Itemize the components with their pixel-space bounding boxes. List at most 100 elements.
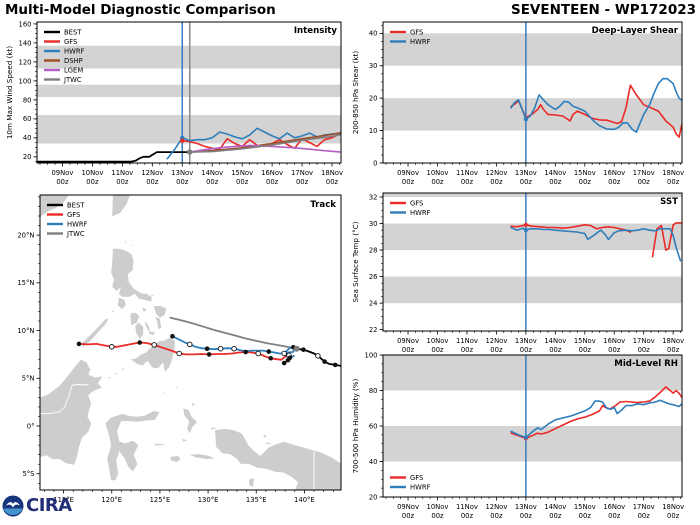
svg-text:28: 28 [369, 246, 378, 254]
intensity-dshp-line [188, 131, 341, 153]
track-marker-filled [204, 346, 210, 352]
track-start-marker [293, 345, 300, 352]
track-marker-filled [137, 340, 142, 345]
svg-text:18Nov: 18Nov [662, 169, 684, 177]
rh-marker [523, 435, 528, 440]
intensity-marker [186, 149, 193, 155]
track-marker-open [281, 350, 287, 357]
svg-text:11Nov: 11Nov [456, 337, 478, 345]
sst-panel: 22242628303209Nov00z10Nov00z11Nov00z12No… [351, 192, 684, 354]
svg-text:16Nov: 16Nov [603, 169, 625, 177]
svg-text:20: 20 [23, 153, 32, 161]
svg-text:JTWC: JTWC [66, 230, 85, 238]
svg-text:00z: 00z [579, 512, 592, 520]
svg-text:12Nov: 12Nov [485, 503, 507, 511]
svg-text:12Nov: 12Nov [485, 169, 507, 177]
svg-text:14Nov: 14Nov [201, 169, 223, 177]
svg-text:15Nov: 15Nov [231, 169, 253, 177]
svg-text:5°N: 5°N [22, 375, 35, 383]
svg-text:00z: 00z [638, 512, 651, 520]
svg-text:15°N: 15°N [17, 279, 34, 287]
svg-text:15Nov: 15Nov [574, 503, 596, 511]
track-marker-open [255, 350, 261, 357]
svg-text:BEST: BEST [64, 28, 82, 36]
svg-text:24: 24 [369, 300, 378, 308]
svg-text:16Nov: 16Nov [261, 169, 283, 177]
shear-marker [523, 117, 529, 122]
shear-legend: GFS HWRF [390, 28, 431, 46]
cira-logo: CIRA [2, 495, 72, 517]
svg-text:20°N: 20°N [17, 231, 34, 239]
svg-text:00z: 00z [461, 178, 474, 186]
shear-gfs-line [510, 84, 682, 138]
svg-text:120°E: 120°E [101, 496, 122, 504]
map-land [104, 410, 161, 481]
svg-text:5°S: 5°S [22, 470, 34, 478]
track-marker-open [109, 344, 115, 350]
svg-text:00z: 00z [146, 178, 159, 186]
map-grid-cell [315, 476, 340, 489]
track-marker-filled [76, 341, 82, 347]
intensity-ylabel: 10m Max Wind Speed (kt) [5, 46, 14, 140]
svg-text:00z: 00z [266, 178, 279, 186]
map-land [110, 248, 153, 303]
cira-wordmark: CIRA [26, 495, 72, 516]
svg-text:00z: 00z [490, 178, 503, 186]
svg-text:100: 100 [19, 77, 32, 85]
sst-gfs-line [651, 222, 682, 258]
svg-text:14Nov: 14Nov [544, 503, 566, 511]
svg-text:00z: 00z [608, 346, 621, 354]
svg-text:40: 40 [369, 30, 378, 38]
intensity-panel: 2040608010012014016009Nov00z10Nov00z11No… [5, 20, 343, 186]
rh-hwrf-line [510, 399, 682, 439]
svg-text:12Nov: 12Nov [141, 169, 163, 177]
svg-text:BEST: BEST [67, 201, 85, 209]
track-marker-filled [206, 352, 212, 357]
svg-text:160: 160 [19, 20, 32, 28]
svg-text:00z: 00z [236, 178, 249, 186]
svg-text:18Nov: 18Nov [662, 337, 684, 345]
svg-text:00z: 00z [402, 512, 415, 520]
svg-text:00z: 00z [638, 346, 651, 354]
svg-text:00z: 00z [608, 512, 621, 520]
shear-panel: 01020304009Nov00z10Nov00z11Nov00z12Nov00… [351, 21, 684, 186]
svg-text:00z: 00z [402, 346, 415, 354]
map-land [214, 428, 341, 490]
sst-band [383, 223, 682, 251]
svg-text:00z: 00z [520, 512, 533, 520]
intensity-frame [36, 21, 342, 164]
svg-text:HWRF: HWRF [67, 220, 88, 228]
map-land [248, 477, 255, 488]
track-marker-filled [281, 360, 287, 366]
svg-text:18Nov: 18Nov [321, 169, 343, 177]
svg-text:18Nov: 18Nov [662, 503, 684, 511]
svg-text:00z: 00z [402, 178, 415, 186]
svg-text:10Nov: 10Nov [81, 169, 103, 177]
svg-text:13Nov: 13Nov [515, 337, 537, 345]
sst-legend: GFS HWRF [390, 199, 431, 217]
sst-frame [382, 192, 683, 332]
svg-text:15Nov: 15Nov [574, 169, 596, 177]
svg-text:JTWC: JTWC [63, 76, 82, 84]
svg-text:DSHP: DSHP [64, 57, 83, 65]
svg-text:00z: 00z [638, 178, 651, 186]
svg-text:30: 30 [369, 62, 378, 70]
map-land [123, 240, 128, 245]
svg-text:HWRF: HWRF [410, 38, 431, 46]
map-land [153, 315, 163, 331]
svg-text:00z: 00z [490, 346, 503, 354]
track-marker-filled [268, 355, 273, 361]
svg-text:09Nov: 09Nov [397, 503, 419, 511]
track-marker-filled [243, 349, 248, 355]
map-land [191, 401, 197, 407]
svg-text:10: 10 [369, 127, 378, 135]
svg-text:16Nov: 16Nov [603, 337, 625, 345]
svg-text:00z: 00z [431, 178, 444, 186]
svg-text:GFS: GFS [67, 211, 80, 219]
sst-gfs-line [510, 224, 632, 233]
map-land [170, 455, 182, 463]
shear-band [383, 33, 682, 66]
